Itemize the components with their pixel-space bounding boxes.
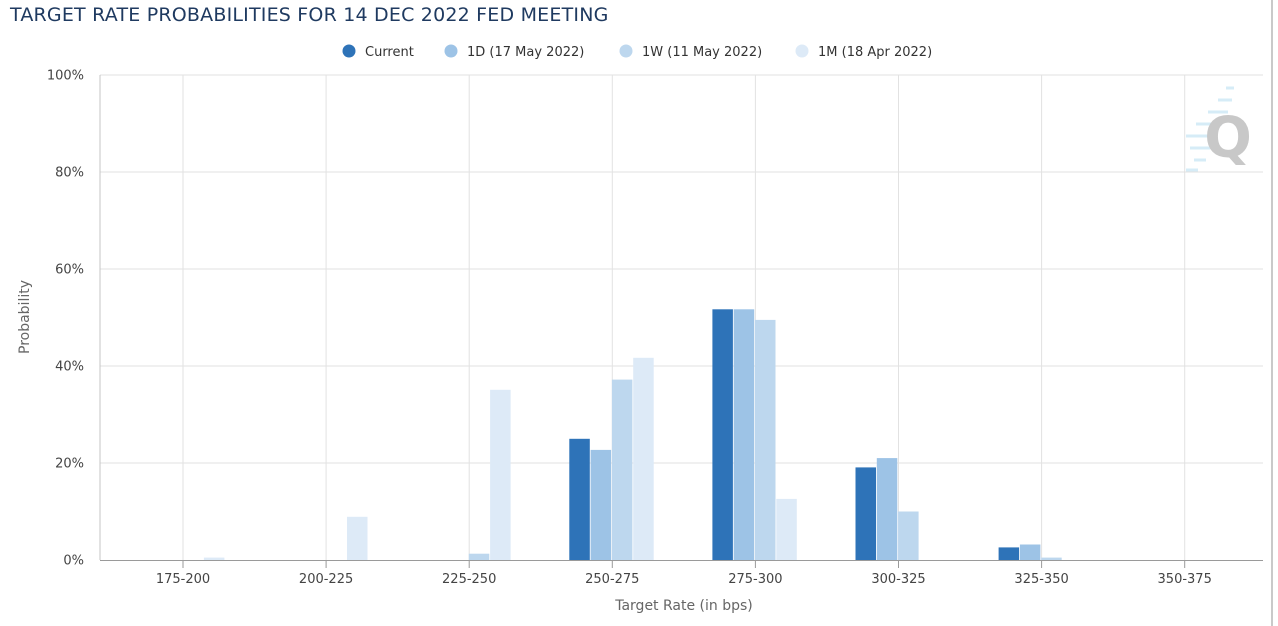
x-tick-label: 325-350 xyxy=(1014,572,1068,587)
bar-1-5[interactable] xyxy=(876,458,898,560)
panel-border xyxy=(1271,0,1273,626)
bar-2-4[interactable] xyxy=(755,319,776,560)
bar-2-3[interactable] xyxy=(611,379,633,560)
bar-0-4[interactable] xyxy=(712,309,733,560)
bar-2-2[interactable] xyxy=(468,553,490,560)
legend-label[interactable]: Current xyxy=(365,45,414,60)
y-tick-label: 20% xyxy=(55,457,84,472)
bar-2-6[interactable] xyxy=(1041,557,1062,560)
x-tick-label: 300-325 xyxy=(871,572,925,587)
bar-0-6[interactable] xyxy=(998,547,1020,560)
y-tick-label: 60% xyxy=(55,263,84,278)
bar-1-3[interactable] xyxy=(590,449,612,560)
y-tick-label: 40% xyxy=(55,360,84,375)
bar-3-2[interactable] xyxy=(490,389,511,560)
legend-label[interactable]: 1M (18 Apr 2022) xyxy=(818,45,932,60)
x-tick-label: 225-250 xyxy=(442,572,496,587)
legend-marker[interactable] xyxy=(795,44,809,58)
grid-lines xyxy=(100,74,1263,560)
bars xyxy=(203,309,1062,561)
legend-marker[interactable] xyxy=(342,44,356,58)
x-tick-label: 175-200 xyxy=(156,572,210,587)
legend-label[interactable]: 1W (11 May 2022) xyxy=(642,45,762,60)
legend: Current 1D (17 May 2022) 1W (11 May 2022) 1… xyxy=(342,44,932,60)
watermark-letter: Q xyxy=(1204,106,1252,171)
axes: 0% 20% 40% 60% 80% 100% 175-200 200-225 225-250 2… xyxy=(47,69,1263,587)
x-tick-label: 250-275 xyxy=(585,572,639,587)
x-tick-label: 350-375 xyxy=(1158,572,1212,587)
legend-label[interactable]: 1D (17 May 2022) xyxy=(467,45,584,60)
legend-marker[interactable] xyxy=(619,44,633,58)
chart-title: TARGET RATE PROBABILITIES FOR 14 DEC 202… xyxy=(10,4,609,26)
quandl-logo-watermark: Q xyxy=(1186,86,1252,172)
bar-3-0[interactable] xyxy=(203,557,225,560)
y-tick-label: 0% xyxy=(63,554,84,569)
y-axis-title: Probability xyxy=(17,280,33,354)
bar-3-3[interactable] xyxy=(633,357,654,560)
x-tick-label: 275-300 xyxy=(728,572,782,587)
bar-3-4[interactable] xyxy=(776,498,797,560)
bar-1-6[interactable] xyxy=(1019,544,1041,561)
y-tick-label: 100% xyxy=(47,69,84,84)
bar-2-5[interactable] xyxy=(898,511,919,561)
x-axis-title: Target Rate (in bps) xyxy=(614,598,753,614)
bar-1-4[interactable] xyxy=(733,309,755,560)
y-tick-label: 80% xyxy=(55,166,84,181)
bar-0-3[interactable] xyxy=(569,438,590,561)
x-tick-label: 200-225 xyxy=(299,572,353,587)
bar-0-5[interactable] xyxy=(855,467,877,560)
legend-marker[interactable] xyxy=(444,44,458,58)
bar-3-1[interactable] xyxy=(347,516,368,560)
